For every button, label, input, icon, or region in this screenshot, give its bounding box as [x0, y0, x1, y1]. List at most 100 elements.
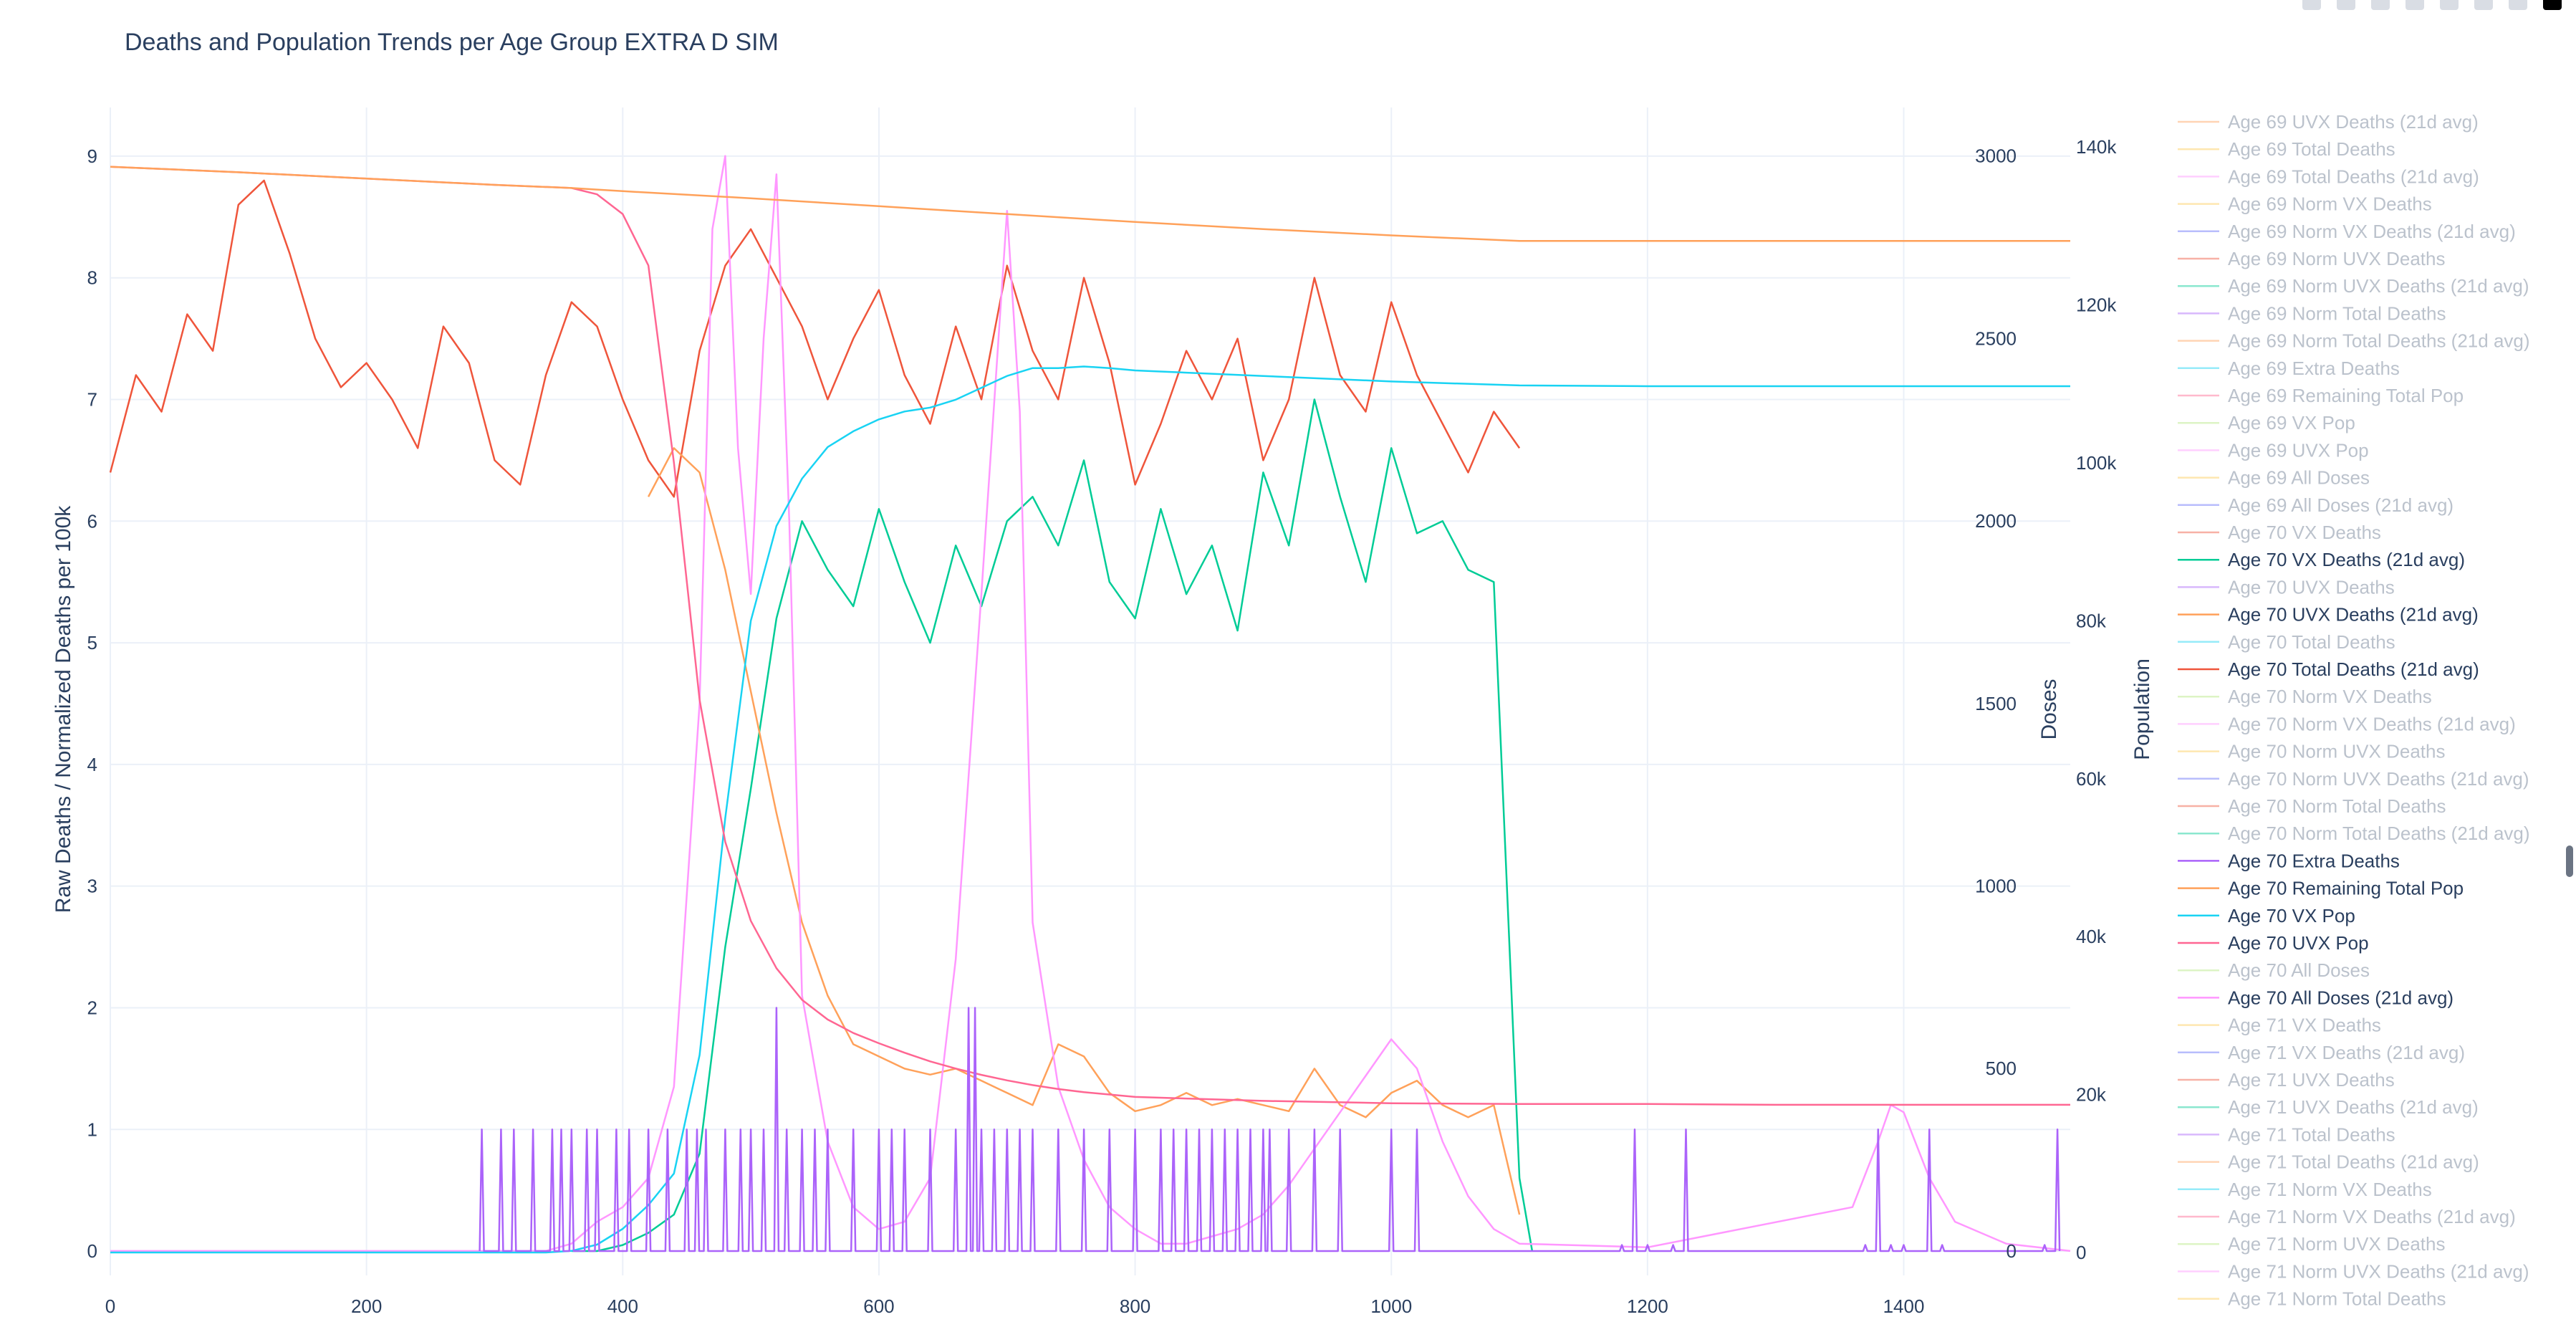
y3-tick-label: 20k — [2076, 1084, 2107, 1106]
legend-label: Age 70 Extra Deaths — [2228, 850, 2400, 871]
legend-item[interactable]: Age 69 Norm VX Deaths (21d avg) — [2178, 221, 2516, 242]
legend-item[interactable]: Age 71 UVX Deaths — [2178, 1069, 2395, 1091]
legend-item[interactable]: Age 71 Total Deaths (21d avg) — [2178, 1151, 2479, 1173]
legend-label: Age 70 Norm UVX Deaths (21d avg) — [2228, 768, 2529, 790]
legend-item[interactable]: Age 69 UVX Pop — [2178, 439, 2369, 461]
legend-label: Age 70 Total Deaths — [2228, 631, 2395, 653]
legend-item[interactable]: Age 70 VX Pop — [2178, 905, 2355, 926]
y2-tick-label: 1000 — [1975, 875, 2017, 896]
y-axis-title: Raw Deaths / Normalized Deaths per 100k — [52, 505, 75, 914]
legend-item[interactable]: Age 70 UVX Deaths (21d avg) — [2178, 604, 2479, 626]
legend-item[interactable]: Age 69 Norm Total Deaths (21d avg) — [2178, 330, 2530, 352]
legend-item[interactable]: Age 70 VX Deaths — [2178, 522, 2381, 543]
y-tick-label: 5 — [87, 632, 97, 653]
reset-axes-icon[interactable] — [2509, 0, 2527, 10]
legend-item[interactable]: Age 69 Extra Deaths — [2178, 358, 2400, 379]
y2-tick-label: 500 — [1986, 1058, 2017, 1079]
y2-tick-label: 0 — [2007, 1240, 2017, 1262]
legend-item[interactable]: Age 70 All Doses (21d avg) — [2178, 987, 2454, 1008]
legend-label: Age 70 Norm UVX Deaths — [2228, 741, 2445, 762]
legend-label: Age 70 Norm VX Deaths (21d avg) — [2228, 713, 2516, 734]
legend-item[interactable]: Age 71 Total Deaths — [2178, 1124, 2395, 1145]
series-line-7 — [110, 166, 2070, 242]
legend-item[interactable]: Age 69 Norm UVX Deaths — [2178, 248, 2445, 269]
pan-icon[interactable] — [2371, 0, 2390, 10]
legend-item[interactable]: Age 70 Total Deaths (21d avg) — [2178, 658, 2479, 680]
plotly-logo-icon[interactable] — [2543, 0, 2562, 10]
legend-item[interactable]: Age 70 Extra Deaths — [2178, 850, 2400, 871]
series-line-1 — [109, 179, 1521, 498]
legend-label: Age 71 Norm UVX Deaths — [2228, 1233, 2445, 1255]
legend-item[interactable]: Age 70 Norm VX Deaths (21d avg) — [2178, 713, 2516, 734]
legend-label: Age 70 VX Pop — [2228, 905, 2355, 926]
legend-label: Age 70 All Doses — [2228, 959, 2370, 981]
legend-item[interactable]: Age 71 UVX Deaths (21d avg) — [2178, 1096, 2479, 1118]
legend-item[interactable]: Age 71 Norm UVX Deaths — [2178, 1233, 2445, 1255]
camera-icon[interactable] — [2302, 0, 2321, 10]
legend-label: Age 69 UVX Pop — [2228, 439, 2369, 461]
legend-item[interactable]: Age 70 UVX Pop — [2178, 932, 2369, 954]
legend-item[interactable]: Age 71 VX Deaths — [2178, 1015, 2381, 1036]
x-tick-label: 800 — [1120, 1295, 1150, 1317]
legend-item[interactable]: Age 71 Norm Total Deaths — [2178, 1288, 2446, 1310]
legend-item[interactable]: Age 70 All Doses — [2178, 959, 2370, 981]
y3-tick-label: 140k — [2076, 136, 2117, 158]
legend-item[interactable]: Age 71 Norm VX Deaths (21d avg) — [2178, 1206, 2516, 1227]
legend-label: Age 69 Norm UVX Deaths — [2228, 248, 2445, 269]
legend-item[interactable]: Age 71 Norm UVX Deaths (21d avg) — [2178, 1260, 2529, 1282]
legend-label: Age 69 Norm VX Deaths — [2228, 193, 2432, 215]
y2-tick-label: 2500 — [1975, 327, 2017, 349]
series-line-4 — [110, 155, 2071, 1252]
legend-label: Age 71 Total Deaths (21d avg) — [2228, 1151, 2479, 1173]
legend-item[interactable]: Age 70 Norm Total Deaths (21d avg) — [2178, 823, 2530, 844]
legend-item[interactable]: Age 70 Norm VX Deaths — [2178, 686, 2432, 707]
legend-item[interactable]: Age 69 Norm Total Deaths — [2178, 302, 2446, 324]
legend-label: Age 69 Remaining Total Pop — [2228, 385, 2464, 406]
legend-label: Age 69 Norm Total Deaths — [2228, 302, 2446, 324]
legend-item[interactable]: Age 70 UVX Deaths — [2178, 576, 2395, 598]
legend-item[interactable]: Age 71 VX Deaths (21d avg) — [2178, 1042, 2465, 1063]
zoom-icon[interactable] — [2337, 0, 2355, 10]
legend-label: Age 69 All Doses (21d avg) — [2228, 494, 2454, 516]
legend-scrollbar[interactable] — [2566, 845, 2573, 877]
series-line-3 — [647, 447, 1521, 1215]
legend-label: Age 71 Norm VX Deaths — [2228, 1179, 2432, 1200]
y-tick-label: 4 — [87, 754, 97, 775]
legend-item[interactable]: Age 70 VX Deaths (21d avg) — [2178, 549, 2465, 570]
legend-label: Age 71 Norm VX Deaths (21d avg) — [2228, 1206, 2516, 1227]
legend-item[interactable]: Age 69 Total Deaths (21d avg) — [2178, 166, 2479, 187]
legend-item[interactable]: Age 70 Total Deaths — [2178, 631, 2395, 653]
y3-tick-label: 0 — [2076, 1242, 2086, 1263]
legend-item[interactable]: Age 69 VX Pop — [2178, 412, 2355, 433]
legend-item[interactable]: Age 70 Norm Total Deaths — [2178, 795, 2446, 817]
legend-item[interactable]: Age 69 UVX Deaths (21d avg) — [2178, 111, 2479, 133]
x-tick-label: 0 — [105, 1295, 115, 1317]
legend-label: Age 71 VX Deaths (21d avg) — [2228, 1042, 2465, 1063]
x-tick-label: 200 — [351, 1295, 382, 1317]
legend-label: Age 69 VX Pop — [2228, 412, 2355, 433]
series-layer — [109, 155, 2071, 1254]
x-tick-label: 1200 — [1627, 1295, 1668, 1317]
legend-item[interactable]: Age 70 Remaining Total Pop — [2178, 878, 2464, 899]
y-tick-label: 8 — [87, 267, 97, 289]
autoscale-icon[interactable] — [2474, 0, 2493, 10]
legend-label: Age 70 Total Deaths (21d avg) — [2228, 658, 2479, 680]
legend-item[interactable]: Age 69 All Doses (21d avg) — [2178, 494, 2454, 516]
legend-item[interactable]: Age 70 Norm UVX Deaths (21d avg) — [2178, 768, 2529, 790]
zoom-in-icon[interactable] — [2406, 0, 2424, 10]
legend-item[interactable]: Age 69 Norm VX Deaths — [2178, 193, 2432, 215]
legend-item[interactable]: Age 69 Norm UVX Deaths (21d avg) — [2178, 275, 2529, 297]
legend-item[interactable]: Age 70 Norm UVX Deaths — [2178, 741, 2445, 762]
legend-item[interactable]: Age 71 Norm VX Deaths — [2178, 1179, 2432, 1200]
legend-label: Age 71 Norm UVX Deaths (21d avg) — [2228, 1260, 2529, 1282]
legend-label: Age 70 UVX Deaths (21d avg) — [2228, 604, 2479, 626]
legend-item[interactable]: Age 69 Remaining Total Pop — [2178, 385, 2464, 406]
y3-tick-label: 40k — [2076, 926, 2107, 947]
x-tick-label: 400 — [607, 1295, 638, 1317]
y3-axis-title: Population — [2130, 658, 2154, 760]
legend-item[interactable]: Age 69 All Doses — [2178, 467, 2370, 489]
legend-label: Age 71 UVX Deaths (21d avg) — [2228, 1096, 2479, 1118]
zoom-out-icon[interactable] — [2440, 0, 2459, 10]
legend-item[interactable]: Age 69 Total Deaths — [2178, 138, 2395, 160]
legend-label: Age 70 Norm VX Deaths — [2228, 686, 2432, 707]
